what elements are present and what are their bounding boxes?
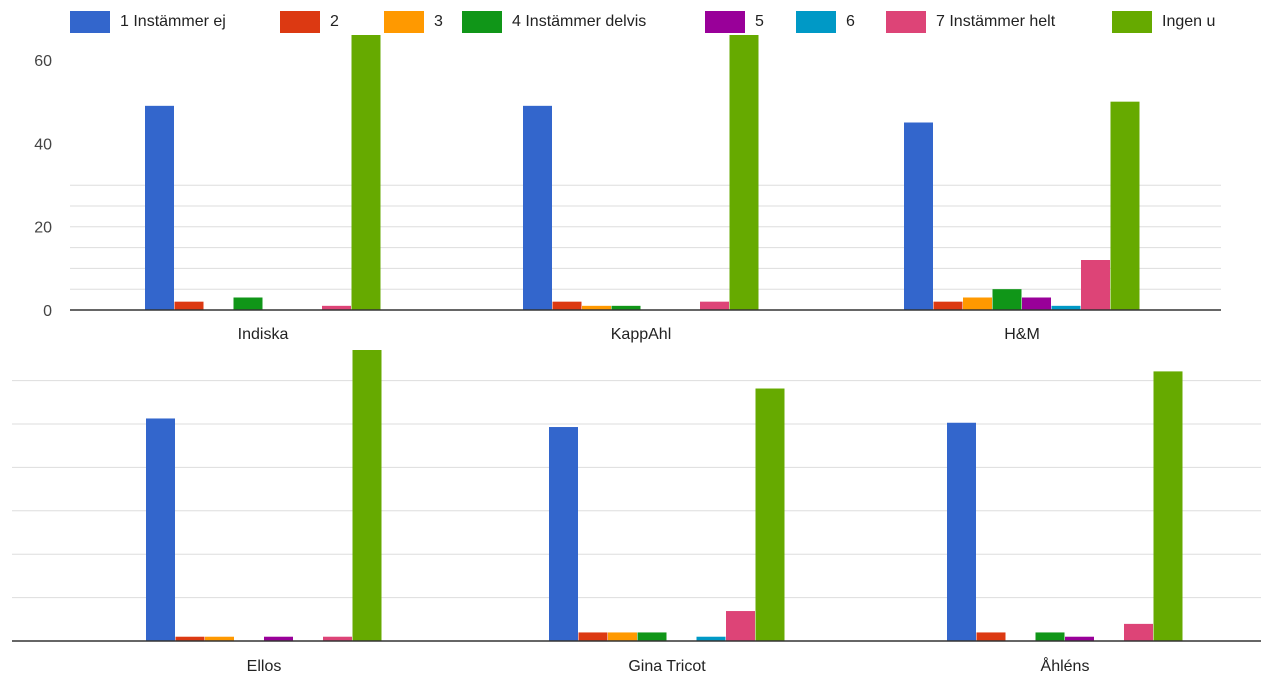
- bar: [1081, 260, 1110, 310]
- legend-label: 5: [755, 13, 764, 30]
- legend-label: 7 Instämmer helt: [936, 13, 1056, 30]
- legend-swatch: [796, 11, 836, 33]
- legend-item: 6: [796, 11, 855, 33]
- bar: [611, 305, 641, 310]
- y-tick-label: 40: [34, 136, 52, 153]
- bar: [1035, 632, 1065, 641]
- legend-swatch: [705, 11, 745, 33]
- legend-item: 1 Instämmer ej: [70, 11, 226, 33]
- bar: [175, 636, 205, 641]
- chart-legend: 1 Instämmer ej 2 3 4 Instämmer delvis 5 6 7 In…: [0, 0, 1261, 44]
- legend-swatch: [70, 11, 110, 33]
- bar: [755, 388, 785, 641]
- y-tick-label: 0: [43, 303, 52, 320]
- legend-item: 7 Instämmer helt: [886, 11, 1055, 33]
- bar: [174, 301, 204, 310]
- category-label: Gina Tricot: [628, 658, 706, 675]
- bar: [323, 636, 352, 641]
- bar: [1051, 305, 1081, 310]
- legend-swatch: [462, 11, 502, 33]
- legend-swatch: [280, 11, 320, 33]
- bar: [549, 427, 578, 641]
- bar: [351, 35, 381, 310]
- bar: [523, 105, 552, 310]
- legend-item: Ingen u: [1112, 11, 1215, 33]
- category-label: KappAhl: [611, 326, 672, 343]
- bar: [145, 105, 174, 310]
- bar: [264, 636, 293, 641]
- bar: [578, 632, 608, 641]
- bar: [992, 289, 1022, 310]
- bar: [726, 611, 755, 641]
- legend-item: 2: [280, 11, 339, 33]
- bar: [976, 632, 1006, 641]
- bar: [608, 632, 637, 641]
- bar: [1153, 371, 1183, 641]
- category-label: Indiska: [238, 326, 289, 343]
- bar: [963, 297, 992, 310]
- bar: [1022, 297, 1051, 310]
- y-tick-label: 60: [34, 53, 52, 70]
- legend-swatch: [1112, 11, 1152, 33]
- legend-label: Ingen u: [1162, 13, 1216, 30]
- legend-item: 4 Instämmer delvis: [462, 11, 646, 33]
- bar: [696, 636, 726, 641]
- category-label: Ellos: [247, 658, 282, 675]
- category-label: Åhléns: [1041, 656, 1090, 675]
- legend-label: 6: [846, 13, 855, 30]
- bar: [1110, 101, 1140, 311]
- bar: [146, 418, 175, 641]
- legend-swatch: [384, 11, 424, 33]
- bar: [352, 350, 382, 641]
- category-label: H&M: [1004, 326, 1040, 343]
- bar: [729, 35, 759, 310]
- legend-label: 4 Instämmer delvis: [512, 13, 647, 30]
- bar: [1124, 623, 1153, 641]
- bar: [933, 301, 963, 310]
- legend-swatch: [886, 11, 926, 33]
- bar: [1065, 636, 1094, 641]
- y-tick-label: 20: [34, 220, 52, 237]
- legend-item: 5: [705, 11, 764, 33]
- bar: [205, 636, 234, 641]
- bar: [947, 422, 976, 641]
- bar: [322, 305, 351, 310]
- bar: [233, 297, 263, 310]
- bar: [700, 301, 729, 310]
- bar: [582, 305, 611, 310]
- legend-label: 1 Instämmer ej: [120, 13, 226, 30]
- legend-label: 2: [330, 13, 339, 30]
- bar: [637, 632, 667, 641]
- bar: [904, 122, 933, 310]
- legend-label: 3: [434, 13, 443, 30]
- legend-item: 3: [384, 11, 443, 33]
- bar: [552, 301, 582, 310]
